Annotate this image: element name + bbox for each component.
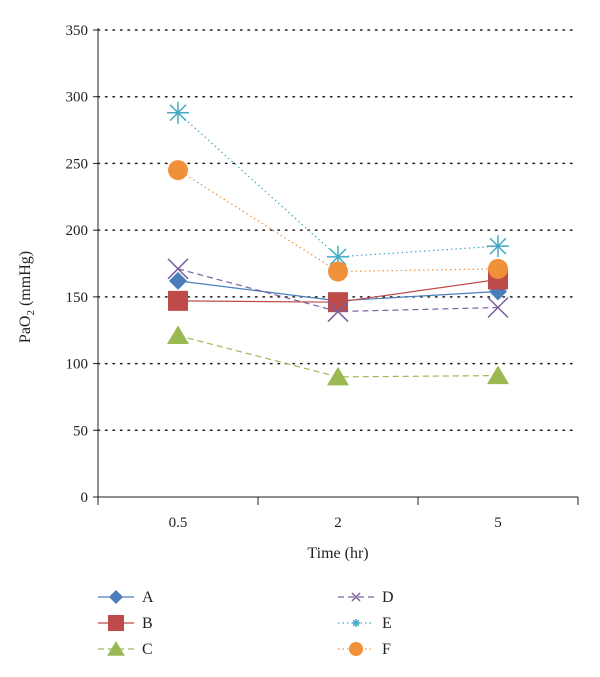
legend-item-e: E — [338, 615, 392, 632]
series-f-point-2 — [328, 261, 348, 282]
series-e-line — [177, 112, 499, 258]
y-tick-label-50: 50 — [73, 423, 88, 439]
legend-swatch-marker-b — [108, 615, 124, 631]
x-tick-label-0.5: 0.5 — [169, 515, 188, 531]
series-e-point-5 — [487, 235, 509, 258]
y-tick-label-0: 0 — [81, 490, 89, 506]
y-tick-label-300: 300 — [66, 90, 89, 106]
series-e-point-0.5 — [167, 101, 189, 124]
series-f-point-0.5 — [168, 160, 188, 181]
series-b-point-0.5 — [168, 290, 188, 311]
series-c-point-0.5 — [167, 325, 189, 345]
y-tick-label-250: 250 — [66, 156, 89, 172]
y-tick-label-200: 200 — [66, 223, 89, 239]
series-d — [167, 258, 509, 323]
y-axis-label: PaO2 (mmHg) — [17, 251, 37, 343]
series-d-point-2 — [327, 301, 349, 323]
y-tick-label-350: 350 — [66, 23, 89, 39]
series-b-point-2 — [328, 292, 348, 313]
legend-label-f: F — [382, 641, 391, 658]
axes — [93, 28, 579, 505]
series-c-point-5 — [487, 365, 509, 385]
series-group — [167, 101, 509, 386]
x-tick-labels: 0.5 2 5 — [169, 515, 502, 531]
legend-item-a: A — [98, 589, 154, 606]
series-c — [167, 325, 509, 386]
legend-label-e: E — [382, 615, 392, 632]
series-f — [168, 160, 508, 282]
y-axis-label-main: PaO — [17, 316, 34, 344]
legend-swatch-marker-a — [109, 590, 123, 604]
legend-swatch-marker-d — [351, 592, 361, 602]
legend-swatch-marker-f — [349, 642, 363, 656]
y-tick-label-150: 150 — [66, 290, 89, 306]
series-e — [167, 101, 509, 268]
series-c-point-2 — [327, 366, 349, 386]
legend: ABC DEF — [98, 589, 394, 658]
legend-swatch-marker-e — [352, 619, 360, 627]
legend-label-b: B — [142, 615, 153, 632]
y-tick-label-100: 100 — [66, 357, 89, 373]
series-e-point-2 — [327, 245, 349, 268]
x-tick-label-5: 5 — [494, 515, 502, 531]
legend-label-a: A — [142, 589, 154, 606]
legend-item-b: B — [98, 615, 153, 632]
series-d-point-0.5 — [167, 258, 189, 280]
x-axis-label: Time (hr) — [307, 545, 368, 562]
x-tick-label-2: 2 — [334, 515, 342, 531]
legend-item-c: C — [98, 641, 153, 658]
legend-item-d: D — [338, 589, 394, 606]
series-a-point-0.5 — [169, 271, 187, 290]
series-d-point-5 — [487, 297, 509, 319]
legend-swatch-marker-c — [107, 641, 125, 656]
legend-item-f: F — [338, 641, 391, 658]
series-f-point-5 — [488, 258, 508, 279]
y-tick-labels: 0 50 100 150 200 250 300 350 — [66, 23, 89, 506]
y-axis-label-unit: (mmHg) — [17, 251, 34, 310]
legend-label-d: D — [382, 589, 394, 606]
legend-label-c: C — [142, 641, 153, 658]
y-axis-label-subscript: 2 — [25, 310, 37, 316]
